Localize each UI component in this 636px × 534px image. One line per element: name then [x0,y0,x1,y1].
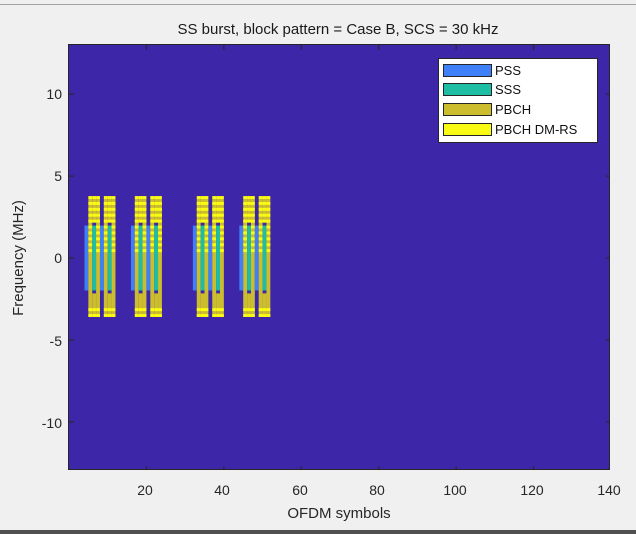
legend[interactable]: PSS SSS PBCH PBCH DM-RS [438,58,598,143]
sss-swatch-icon [443,83,492,96]
legend-item-sss: SSS [443,81,521,98]
x-tick-label: 20 [137,482,153,498]
y-tick-label: -5 [49,333,62,349]
y-tick-label: 5 [54,168,62,184]
chart-title: SS burst, block pattern = Case B, SCS = … [177,21,499,38]
y-axis-label: Frequency (MHz) [10,200,27,316]
y-tick-label: -10 [41,415,62,431]
pbch-dmrs-swatch-icon [443,123,492,136]
x-tick-label: 100 [443,482,467,498]
resource-grid [69,45,609,469]
x-tick-label: 40 [214,482,230,498]
y-tick-label: 0 [54,250,62,266]
legend-item-pbch: PBCH [443,101,531,118]
window-bottom-edge [0,530,636,534]
pbch-swatch-icon [443,103,492,116]
legend-item-pss: PSS [443,62,521,79]
x-tick-label: 140 [597,482,621,498]
x-tick-label: 120 [520,482,544,498]
x-tick-label: 60 [292,482,308,498]
y-tick-label: 10 [46,86,62,102]
x-tick-label: 80 [369,482,385,498]
figure-toolbar-edge [0,0,636,5]
pss-swatch-icon [443,64,492,77]
x-axis-label: OFDM symbols [287,505,391,522]
legend-item-pbch-dmrs: PBCH DM-RS [443,121,577,138]
